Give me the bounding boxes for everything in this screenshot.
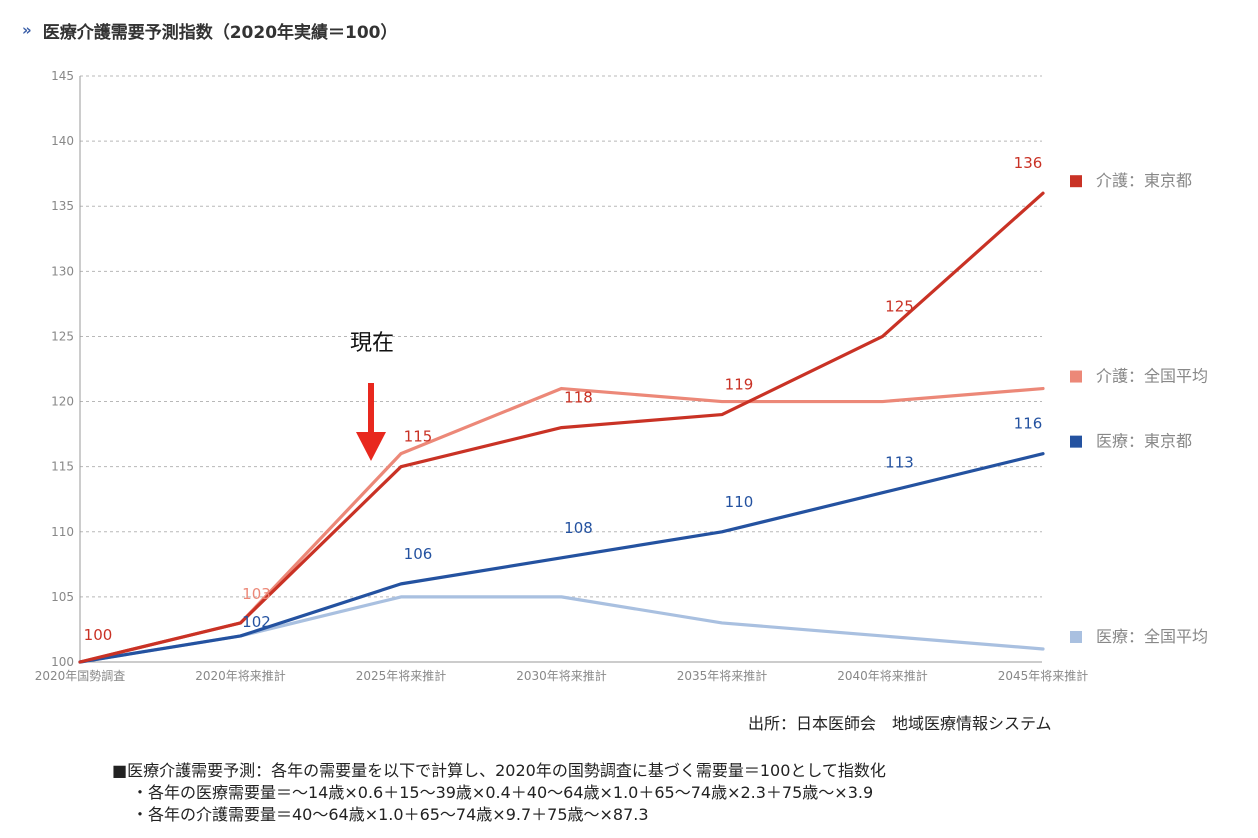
- data-label: 116: [1014, 415, 1043, 433]
- source-note: 出所：日本医師会 地域医療情報システム: [748, 714, 1052, 733]
- data-label: 119: [725, 376, 754, 394]
- footnote-medical-formula: ・各年の医療需要量＝～14歳×0.6＋15～39歳×0.4＋40～64歳×1.0…: [132, 783, 874, 802]
- y-tick-label: 125: [51, 329, 74, 343]
- data-label: 106: [404, 545, 433, 563]
- y-tick-label: 140: [51, 134, 74, 148]
- data-label: 108: [564, 519, 593, 537]
- legend-label: 介護：全国平均: [1096, 367, 1208, 386]
- y-tick-label: 110: [51, 525, 74, 539]
- data-label: 110: [725, 493, 754, 511]
- footnotes: ■医療介護需要予測：各年の需要量を以下で計算し、2020年の国勢調査に基づく需要…: [112, 760, 886, 826]
- legend-swatch: [1070, 435, 1082, 448]
- x-tick-label: 2025年将来推計: [356, 668, 447, 683]
- y-tick-label: 130: [51, 264, 74, 278]
- x-tick-label: 2030年将来推計: [516, 668, 607, 683]
- data-label: 136: [1014, 154, 1043, 172]
- y-tick-label: 105: [51, 590, 74, 604]
- x-tick-label: 2040年将来推計: [837, 668, 928, 683]
- current-label: 現在: [350, 331, 394, 356]
- line-chart: 100 105 110 115 120 125 130 135 140 145 2020年国勢調査 2…: [35, 69, 1208, 683]
- series-line: [78, 191, 1045, 664]
- x-tick-label: 2045年将来推計: [998, 668, 1089, 683]
- data-label: 115: [404, 428, 433, 446]
- footnote-definition: ■医療介護需要予測：各年の需要量を以下で計算し、2020年の国勢調査に基づく需要…: [112, 761, 886, 780]
- y-tick-label: 145: [51, 69, 74, 83]
- series-line: [78, 386, 1045, 664]
- legend-label: 医療：全国平均: [1096, 627, 1208, 646]
- legend-label: 医療：東京都: [1096, 432, 1192, 451]
- chart-header: » 医療介護需要予測指数（2020年実績＝100）: [22, 16, 398, 44]
- legend-swatch: [1070, 370, 1082, 383]
- legend-swatch: [1070, 630, 1082, 643]
- series-line: [78, 595, 1045, 664]
- data-label: 113: [885, 454, 914, 472]
- y-tick-label: 135: [51, 199, 74, 213]
- data-label: 100: [84, 626, 113, 644]
- double-chevron-right-icon: »: [22, 21, 32, 39]
- data-label: 102: [242, 613, 271, 631]
- x-tick-label: 2035年将来推計: [677, 668, 768, 683]
- x-tick-label: 2020年将来推計: [195, 668, 286, 683]
- chart-title: 医療介護需要予測指数（2020年実績＝100）: [42, 22, 398, 43]
- data-label: 118: [564, 389, 593, 407]
- x-tick-label: 2020年国勢調査: [35, 668, 126, 683]
- data-label: 125: [885, 297, 914, 315]
- footnote-care-formula: ・各年の介護需要量＝40～64歳×1.0＋65～74歳×9.7＋75歳～×87.…: [132, 805, 649, 824]
- y-tick-label: 120: [51, 395, 74, 409]
- data-label: 103: [242, 585, 271, 603]
- legend-swatch: [1070, 175, 1082, 188]
- y-tick-label: 100: [51, 655, 74, 669]
- down-arrow-icon-head: [356, 432, 386, 461]
- series-line: [78, 452, 1045, 664]
- y-tick-label: 115: [51, 460, 74, 474]
- legend-label: 介護：東京都: [1096, 171, 1192, 190]
